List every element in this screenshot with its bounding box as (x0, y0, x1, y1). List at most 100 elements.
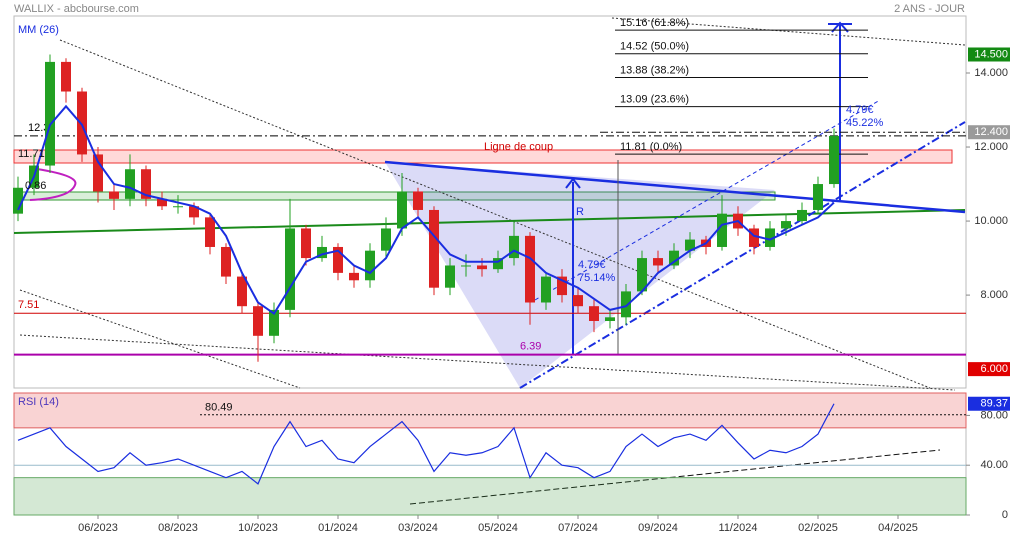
y-tick-label: 80.00 (980, 409, 1008, 421)
x-tick-label: 02/2025 (798, 522, 838, 534)
candle-body (269, 309, 279, 336)
candle-body (429, 209, 439, 288)
y-tick-label: 0 (1002, 509, 1008, 521)
annotation: 75.14% (578, 272, 616, 284)
x-tick-label: 06/2023 (78, 522, 118, 534)
candle-body (573, 295, 583, 307)
candle-body (301, 228, 311, 259)
moving-average (17, 104, 835, 316)
candle-body (13, 187, 23, 214)
y-tick-label: 40.00 (980, 459, 1008, 471)
candle-body (317, 246, 327, 259)
annotation: 4.79€ (846, 104, 874, 116)
x-tick-label: 10/2023 (238, 522, 278, 534)
rsi-line (17, 403, 835, 485)
candle-body (557, 276, 567, 296)
y-tick-label: 8.000 (980, 289, 1008, 301)
level-label: 6.39 (520, 341, 541, 353)
candle-body (493, 258, 503, 270)
x-tick-label: 05/2024 (478, 522, 518, 534)
candle-body (77, 91, 87, 155)
candle-body (781, 221, 791, 229)
header-period: 2 ANS - JOUR (894, 3, 965, 15)
price-marker-label: 6.000 (980, 363, 1008, 375)
annotation: Ligne de coup (484, 141, 553, 153)
last-value-label: 89.37 (980, 398, 1008, 410)
candle-body (109, 191, 119, 199)
candle-body (445, 265, 455, 288)
trendline (384, 160, 966, 214)
candle-body (525, 235, 535, 303)
candle-body (589, 306, 599, 322)
fib-label: 15.16 (61.8%) (620, 17, 689, 29)
candle-body (797, 209, 807, 222)
candle-body (621, 291, 631, 318)
candle-body (685, 239, 695, 251)
price-marker (968, 125, 1010, 140)
fib-label: 14.52 (50.0%) (620, 41, 689, 53)
candle-body (189, 206, 199, 218)
candle-body (61, 61, 71, 92)
y-tick-label: 12.000 (974, 141, 1008, 153)
candle-body (157, 198, 167, 207)
x-tick-label: 09/2024 (638, 522, 678, 534)
x-tick-label: 01/2024 (318, 522, 358, 534)
candle-body (829, 135, 839, 185)
candle-body (637, 258, 647, 292)
candle-body (461, 265, 471, 267)
legend-mm: MM (26) (18, 24, 59, 36)
candle-body (173, 206, 183, 208)
fib-label: 11.81 (0.0%) (620, 141, 682, 153)
candle-body (653, 258, 663, 266)
annotation: 4.79€ (578, 259, 606, 271)
last-value-box (968, 396, 1010, 411)
x-tick-label: 07/2024 (558, 522, 598, 534)
oversold-zone (13, 477, 967, 516)
trendline (59, 39, 931, 389)
candle-body (93, 154, 103, 192)
legend-rsi: RSI (14) (18, 396, 59, 408)
candle-body (141, 169, 151, 199)
candle-body (285, 228, 295, 310)
trendline (19, 289, 301, 389)
annotation: 11.71 (18, 148, 45, 160)
annotation: 45.22% (846, 117, 884, 129)
candle-body (717, 213, 727, 247)
candle-body (221, 246, 231, 277)
candle-body (45, 61, 55, 166)
y-tick-label: 14.000 (974, 67, 1008, 79)
candle-body (669, 250, 679, 266)
overbought-zone (13, 392, 967, 429)
trendline (611, 17, 966, 46)
resistance-band (13, 149, 953, 164)
candle-body (397, 191, 407, 229)
candle-body (205, 217, 215, 247)
reference-label: 80.49 (205, 402, 233, 414)
price-marker-label: 12.400 (974, 126, 1008, 138)
candle-body (765, 228, 775, 247)
candle-body (125, 169, 135, 199)
candle-body (813, 184, 823, 210)
annotation: 0.86 (25, 180, 46, 192)
candle-body (365, 250, 375, 281)
highlight-ellipse (29, 167, 77, 201)
candle-body (237, 276, 247, 307)
candle-body (749, 228, 759, 247)
x-tick-label: 03/2024 (398, 522, 438, 534)
candle-body (477, 265, 487, 270)
x-tick-label: 08/2023 (158, 522, 198, 534)
candle-body (413, 191, 423, 210)
y-tick-label: 10.000 (974, 215, 1008, 227)
candle-body (333, 246, 343, 273)
fib-label: 13.88 (38.2%) (620, 64, 689, 76)
x-tick-label: 04/2025 (878, 522, 918, 534)
header-title: WALLIX - abcbourse.com (14, 3, 139, 15)
candle-body (605, 317, 615, 322)
triangle (385, 162, 775, 388)
trendline (534, 99, 881, 301)
price-marker-label: 14.500 (974, 48, 1008, 60)
trendline (19, 334, 956, 391)
price-marker (968, 362, 1010, 377)
